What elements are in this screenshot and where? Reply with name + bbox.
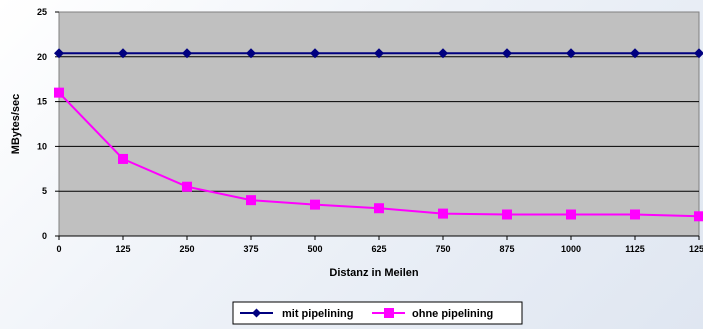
data-point [502, 209, 512, 220]
x-tick-label: 375 [243, 244, 258, 254]
data-series [54, 48, 703, 222]
data-point [246, 195, 256, 206]
data-point [502, 48, 512, 59]
x-axis-title: Distanz in Meilen [329, 267, 419, 279]
data-point [54, 87, 64, 98]
y-tick-label: 25 [37, 7, 47, 17]
legend-label-ohne-pipelining: ohne pipelining [412, 308, 493, 320]
data-point [438, 208, 448, 219]
x-tick-label: 750 [435, 244, 450, 254]
data-point [374, 203, 384, 214]
x-tick-label: 1000 [561, 244, 581, 254]
data-point [54, 48, 64, 59]
data-point [566, 48, 576, 59]
plot-area [58, 11, 700, 237]
x-tick-label: 1125 [625, 244, 645, 254]
legend-marker-mit-pipelining [252, 308, 261, 318]
data-point [630, 48, 640, 59]
x-tick-label: 625 [371, 244, 386, 254]
y-tick-label: 0 [42, 231, 47, 241]
data-point [694, 211, 703, 222]
data-point [310, 199, 320, 210]
y-tick-label: 10 [37, 141, 47, 151]
data-point [438, 48, 448, 59]
legend-label-mit-pipelining: mit pipelining [282, 308, 354, 320]
x-tick-label: 500 [307, 244, 322, 254]
y-tick-label: 15 [37, 97, 47, 107]
legend: mit pipelining ohne pipelining [232, 301, 523, 325]
data-point [118, 48, 128, 59]
legend-marker-ohne-pipelining [384, 308, 394, 318]
x-tick-label: 0 [56, 244, 61, 254]
y-axis-ticks: 0 5 10 15 20 25 [37, 7, 59, 241]
data-point [182, 48, 192, 59]
x-axis-ticks: 0 125 250 375 500 625 750 875 1000 1125 1250 [56, 235, 703, 254]
data-point [246, 48, 256, 59]
y-tick-label: 20 [37, 52, 47, 62]
x-tick-label: 1250 [689, 244, 703, 254]
data-point [118, 153, 128, 164]
data-point [694, 48, 703, 59]
data-point [182, 181, 192, 192]
y-axis-title: MBytes/sec [10, 94, 22, 155]
data-point [566, 209, 576, 220]
data-point [310, 48, 320, 59]
data-point [374, 48, 384, 59]
data-point [630, 209, 640, 220]
y-tick-label: 5 [42, 186, 47, 196]
x-tick-label: 875 [499, 244, 514, 254]
x-tick-label: 250 [179, 244, 194, 254]
x-tick-label: 125 [115, 244, 130, 254]
